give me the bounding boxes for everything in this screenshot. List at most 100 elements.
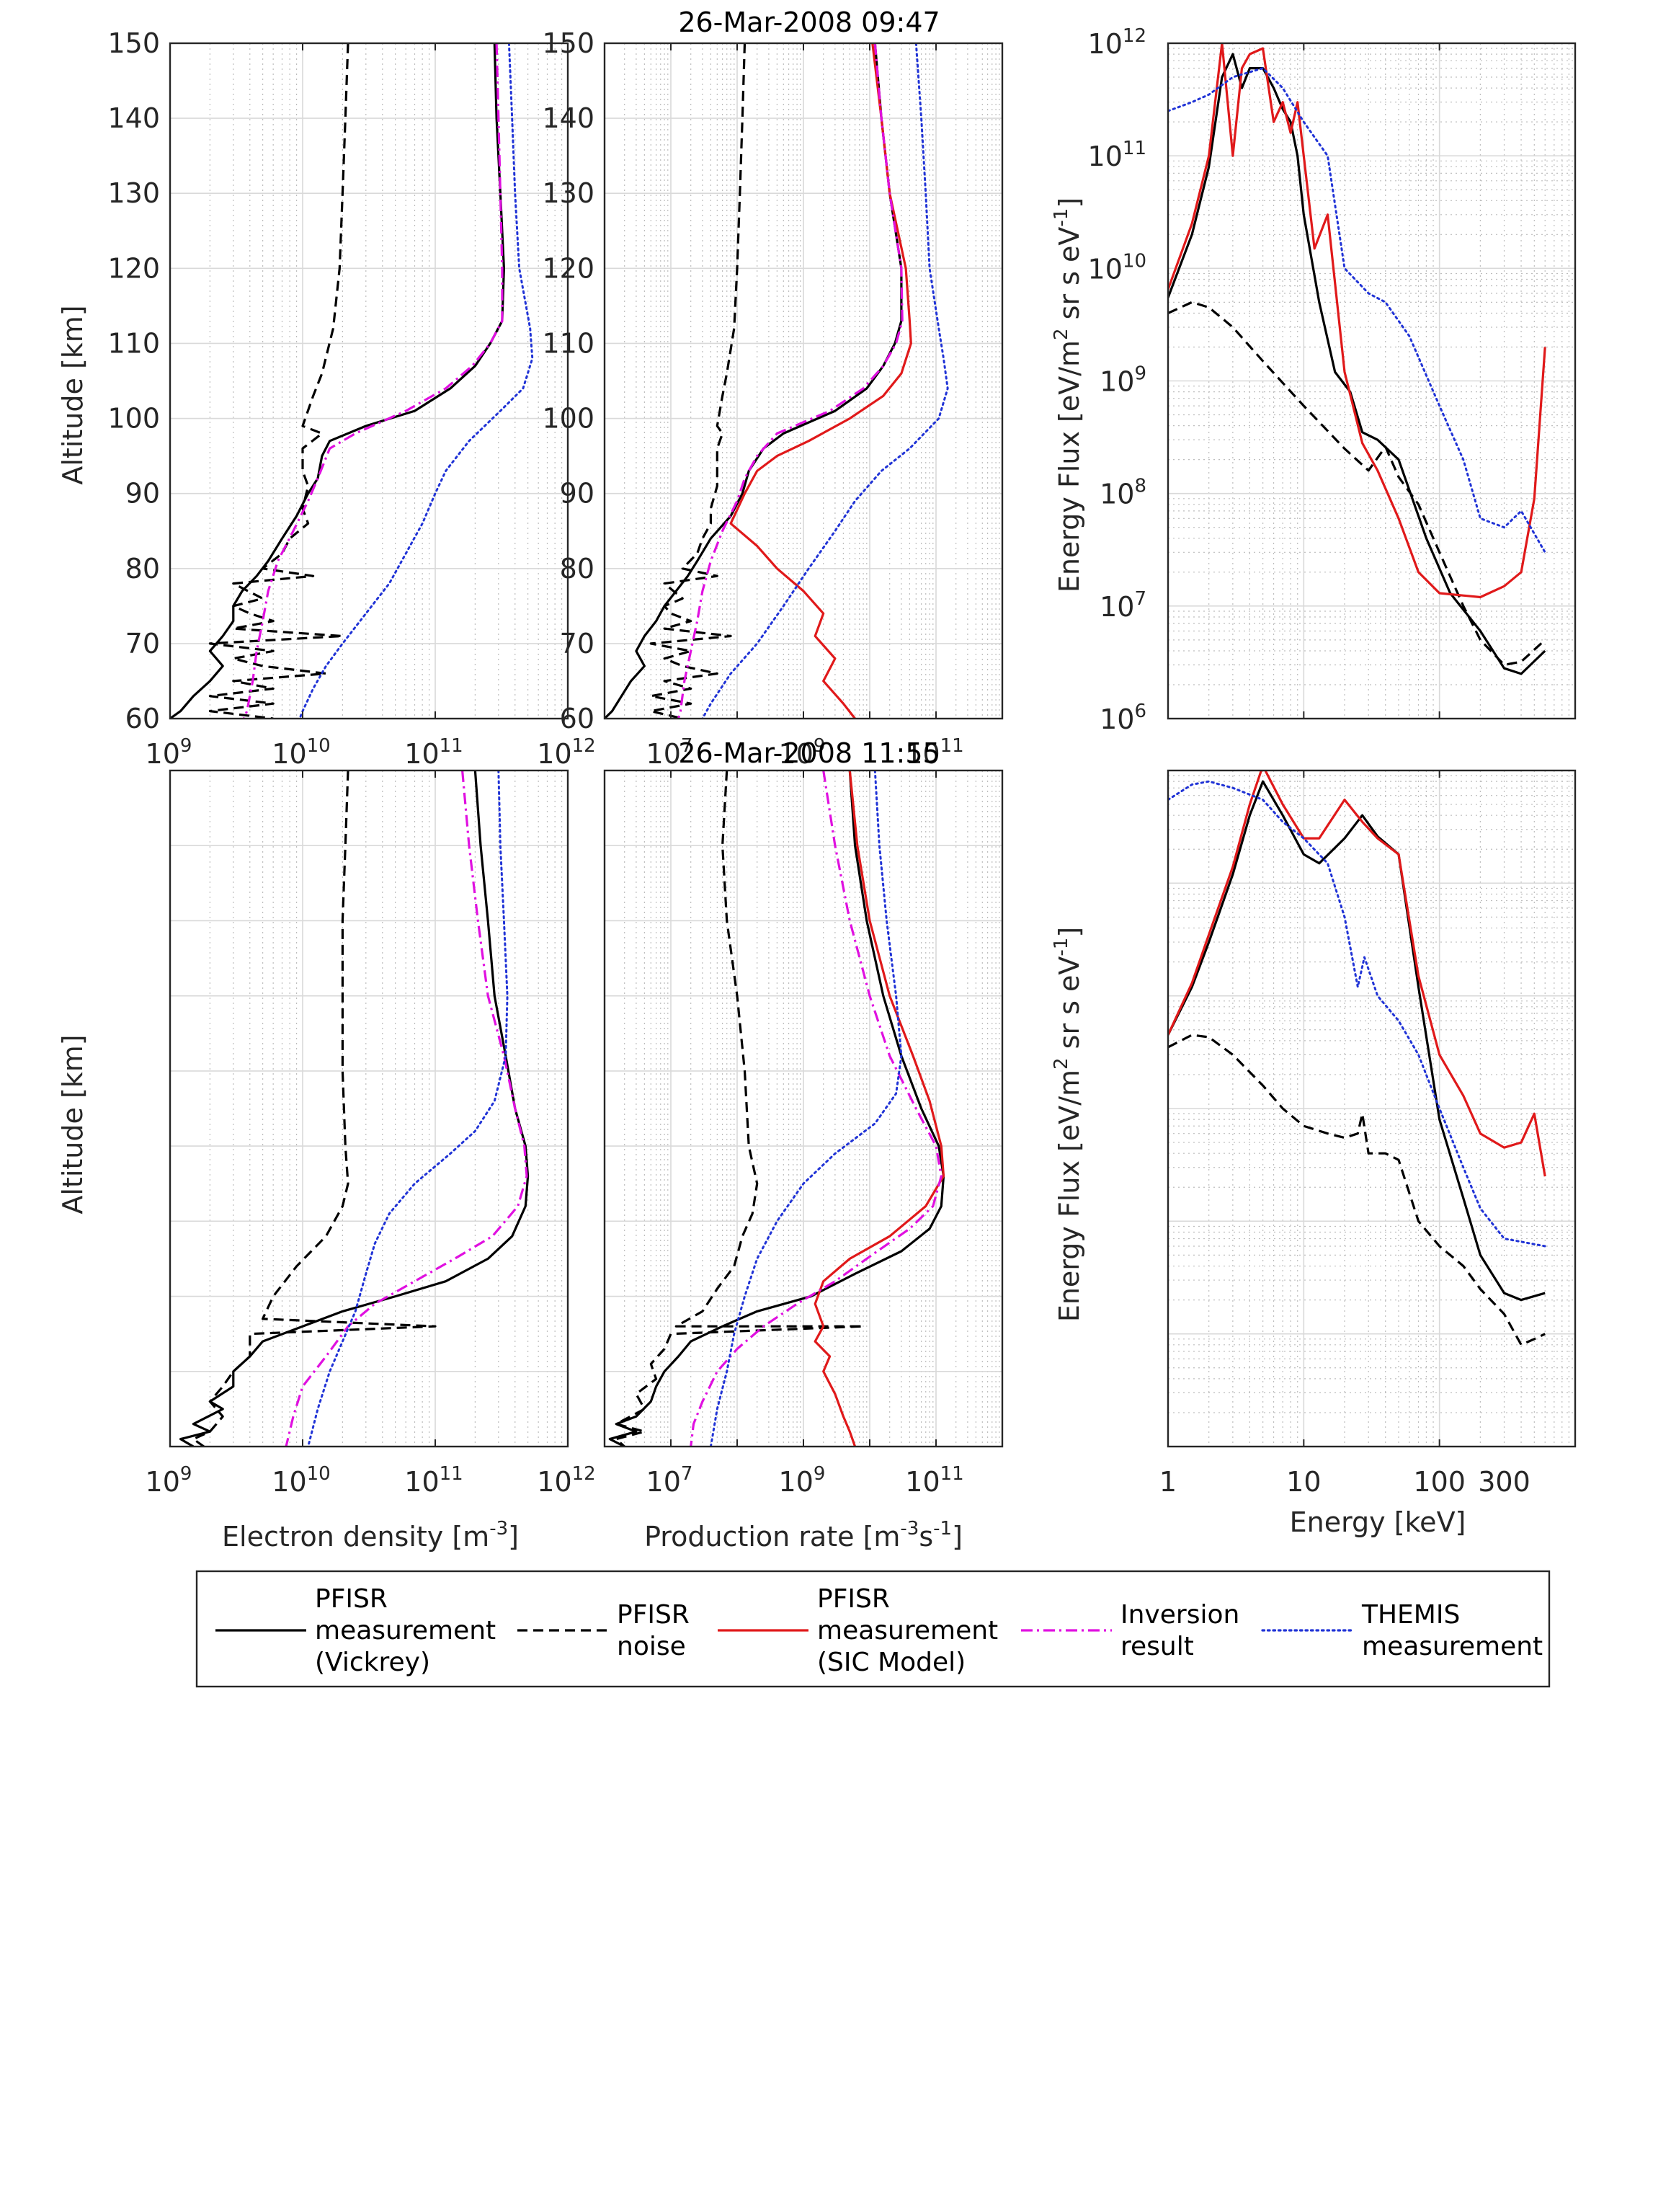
ylabel-flux-bottom-sup2: -1 bbox=[1051, 938, 1072, 956]
legend-label-inversion: Inversion result bbox=[1120, 1600, 1239, 1661]
title-bottom: 26-Mar-2008 11:55 bbox=[678, 737, 940, 769]
xlabel-density-end: ] bbox=[508, 1521, 519, 1553]
ytick-label: 130 bbox=[107, 177, 160, 209]
xlabel-energy: Energy [keV] bbox=[1290, 1506, 1466, 1538]
series-noise-line bbox=[208, 43, 349, 719]
ytick-label: 130 bbox=[542, 177, 594, 209]
series-production-bottom bbox=[608, 770, 945, 1447]
xtick-label: 1011 bbox=[404, 1463, 463, 1498]
ylabel-flux-top-c: ] bbox=[1053, 197, 1085, 208]
xtick-label: 1011 bbox=[404, 735, 463, 770]
ylabel-flux-bottom: Energy Flux [eV/m2 sr s eV-1] bbox=[1051, 927, 1085, 1322]
ytick-label: 107 bbox=[1100, 588, 1146, 623]
xtick-label: 107 bbox=[646, 735, 693, 770]
series-vickrey-line bbox=[1168, 53, 1546, 675]
ytick-label: 110 bbox=[107, 327, 160, 359]
series-themis-line bbox=[307, 770, 509, 1447]
series-inversion-line bbox=[690, 770, 943, 1447]
frame-density-top bbox=[169, 42, 569, 720]
xtick-label: 1010 bbox=[272, 1463, 330, 1498]
legend-box bbox=[195, 1570, 1551, 1688]
series-vickrey-line bbox=[1168, 780, 1546, 1302]
ytick-label: 90 bbox=[125, 478, 160, 510]
grid-production-bottom bbox=[604, 770, 1003, 1447]
ylabel-flux-top-sup2: -1 bbox=[1051, 208, 1072, 227]
series-sic-line bbox=[1168, 770, 1546, 1177]
series-density-top bbox=[170, 43, 534, 719]
xtick-label: 1 bbox=[1159, 1466, 1177, 1498]
ylabel-altitude-top: Altitude [km] bbox=[57, 305, 89, 484]
series-noise-line bbox=[1168, 301, 1546, 667]
series-themis-line bbox=[1168, 67, 1546, 554]
xlabel-density-text: Electron density [m bbox=[222, 1521, 489, 1553]
panel-production-bottom: 107 109 1011 bbox=[603, 769, 1004, 1498]
xtick-label: 1011 bbox=[905, 735, 963, 770]
panels: 60 70 80 90 100 110 120 130 140 150 109 1010 1011 101… bbox=[107, 25, 1577, 1498]
grid-density-top bbox=[169, 43, 569, 719]
xlabel-production-sup2: -1 bbox=[933, 1518, 952, 1540]
ytick-label: 120 bbox=[107, 252, 160, 284]
ytick-label: 100 bbox=[542, 403, 594, 435]
series-density-bottom bbox=[179, 770, 530, 1447]
panel-production-top: 60 70 80 90 100 110 120 130 140 150 107 109 1011 bbox=[542, 27, 1004, 770]
xtick-label: 109 bbox=[779, 1463, 826, 1498]
xlabel-production-text: Production rate [m bbox=[644, 1521, 900, 1553]
xlabel-production-end: ] bbox=[952, 1521, 963, 1553]
xtick-label: 100 bbox=[1413, 1466, 1466, 1498]
xtick-label: 1010 bbox=[272, 735, 330, 770]
ytick-label: 1010 bbox=[1088, 250, 1146, 285]
ylabel-flux-top-a: Energy Flux [eV/m bbox=[1053, 340, 1085, 592]
legend-label-vickrey: PFISR measurement (Vickrey) bbox=[315, 1584, 496, 1677]
legend-label-noise: PFISR noise bbox=[617, 1600, 690, 1661]
ytick-label: 106 bbox=[1100, 701, 1146, 735]
ylabel-flux-top-b: sr s eV bbox=[1053, 227, 1085, 329]
series-sic-line bbox=[814, 770, 945, 1447]
xlabel-density: Electron density [m-3] bbox=[222, 1518, 519, 1553]
series-themis-line bbox=[701, 43, 949, 719]
title-top: 26-Mar-2008 09:47 bbox=[678, 6, 940, 38]
ytick-label: 150 bbox=[107, 27, 160, 59]
ytick-label: 120 bbox=[542, 252, 594, 284]
xtick-label: 1011 bbox=[905, 1463, 963, 1498]
ytick-label: 60 bbox=[560, 703, 594, 734]
xtick-label: 1012 bbox=[537, 1463, 595, 1498]
series-noise-line bbox=[1168, 1034, 1546, 1346]
legend-label-sic: PFISR measurement (SIC Model) bbox=[817, 1584, 998, 1677]
xlabel-production-sup1: -3 bbox=[900, 1518, 919, 1540]
grid-flux-top bbox=[1167, 43, 1576, 719]
ytick-label: 1012 bbox=[1088, 25, 1146, 60]
series-vickrey-line bbox=[170, 43, 505, 719]
series-noise-line bbox=[649, 43, 747, 719]
ylabel-flux-bottom-a: Energy Flux [eV/m bbox=[1053, 1070, 1085, 1322]
series-inversion-line bbox=[677, 43, 904, 719]
ytick-label: 150 bbox=[542, 27, 594, 59]
legend: PFISR measurement (Vickrey) PFISR noise PFISR… bbox=[195, 1570, 1551, 1688]
xlabel-production-mid: s bbox=[919, 1521, 933, 1553]
ytick-label: 140 bbox=[107, 102, 160, 134]
xtick-label: 300 bbox=[1478, 1466, 1530, 1498]
ylabel-flux-bottom-c: ] bbox=[1053, 927, 1085, 938]
ytick-label: 80 bbox=[125, 553, 160, 585]
series-vickrey-line bbox=[179, 770, 530, 1447]
panel-flux-bottom: 1 10 100 300 bbox=[1159, 769, 1577, 1498]
ytick-label: 109 bbox=[1100, 363, 1146, 398]
xtick-label: 109 bbox=[146, 735, 192, 770]
series-flux-top bbox=[1168, 43, 1546, 675]
xlabel-density-sup: -3 bbox=[489, 1518, 508, 1540]
xtick-label: 109 bbox=[779, 735, 826, 770]
series-production-top bbox=[605, 43, 949, 719]
grid-production-top bbox=[604, 43, 1003, 719]
ytick-label: 80 bbox=[560, 553, 594, 585]
ytick-label: 100 bbox=[107, 403, 160, 435]
ytick-label: 70 bbox=[125, 628, 160, 659]
frame-density-bottom bbox=[169, 769, 569, 1448]
grid-density-bottom bbox=[169, 770, 569, 1447]
frame-flux-top bbox=[1167, 42, 1577, 720]
ytick-label: 108 bbox=[1100, 476, 1146, 510]
series-inversion-line bbox=[285, 770, 528, 1447]
series-sic-line bbox=[729, 43, 912, 719]
ylabel-altitude-bottom: Altitude [km] bbox=[57, 1034, 89, 1214]
ylabel-flux-bottom-sup1: 2 bbox=[1051, 1057, 1072, 1070]
xtick-label: 1012 bbox=[537, 735, 595, 770]
